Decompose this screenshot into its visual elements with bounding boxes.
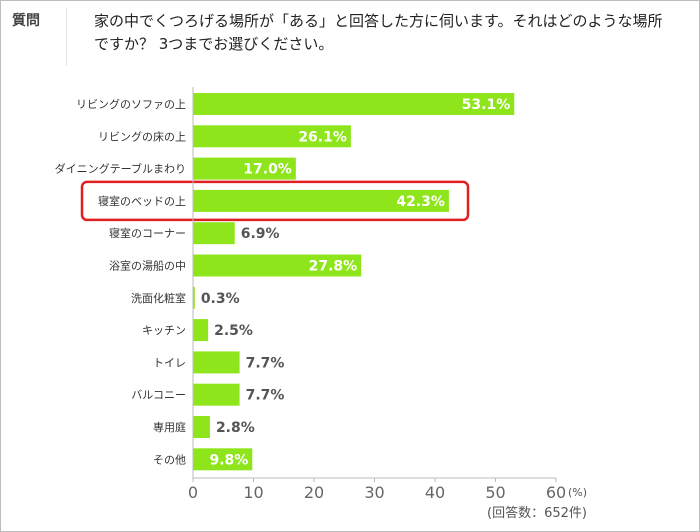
bar	[193, 222, 235, 245]
bar	[193, 189, 449, 212]
category-label: リビングのソファの上	[76, 97, 186, 111]
bar	[193, 448, 253, 471]
category-label: その他	[153, 453, 186, 466]
x-tick-label: 20	[304, 483, 324, 502]
data-label: 17.0%	[243, 162, 292, 178]
category-label: 寝室のコーナー	[109, 226, 186, 240]
question-text: 家の中でくつろげる場所が「ある」と回答した方に伺います。それはどのような場所です…	[94, 12, 663, 53]
data-label: 7.7%	[246, 355, 285, 371]
question-divider	[66, 8, 67, 66]
category-label: 洗面化粧室	[131, 291, 186, 305]
question-label: 質問	[12, 13, 40, 29]
bar	[193, 286, 195, 309]
bar	[193, 351, 240, 374]
data-label: 2.5%	[214, 323, 253, 339]
x-tick-label: 30	[364, 483, 384, 502]
bar	[193, 93, 515, 115]
x-tick-label: 10	[243, 483, 263, 502]
category-label: キッチン	[142, 324, 186, 337]
data-label: 9.8%	[209, 452, 248, 468]
bar	[193, 125, 351, 148]
x-tick-label: 50	[485, 483, 505, 502]
x-tick-label: 40	[425, 483, 445, 502]
data-label: 26.1%	[298, 129, 347, 145]
category-label: バルコニー	[131, 389, 186, 402]
bar	[193, 319, 209, 342]
bar	[193, 254, 362, 277]
x-tick-label: 0	[188, 483, 198, 502]
data-label: 0.3%	[201, 291, 240, 307]
data-label: 53.1%	[462, 97, 511, 113]
data-label: 7.7%	[246, 388, 285, 404]
category-label: トイレ	[153, 356, 186, 369]
category-label: リビングの床の上	[98, 129, 186, 143]
category-label: 寝室のベッドの上	[98, 194, 186, 208]
axis-unit-label: (%)	[568, 486, 587, 499]
response-count-note: (回答数：652件)	[487, 505, 587, 521]
data-label: 42.3%	[396, 194, 445, 210]
category-label: ダイニングテーブルまわり	[55, 162, 186, 176]
highlight-box	[80, 180, 470, 222]
data-label: 6.9%	[241, 226, 280, 242]
bar	[193, 383, 240, 406]
category-label: 専用庭	[153, 420, 186, 434]
bar	[193, 157, 296, 180]
data-label: 27.8%	[309, 259, 358, 275]
bar	[193, 416, 210, 438]
category-label: 浴室の湯船の中	[109, 259, 186, 273]
data-label: 2.8%	[216, 420, 255, 436]
x-tick-label: 60	[546, 483, 566, 502]
